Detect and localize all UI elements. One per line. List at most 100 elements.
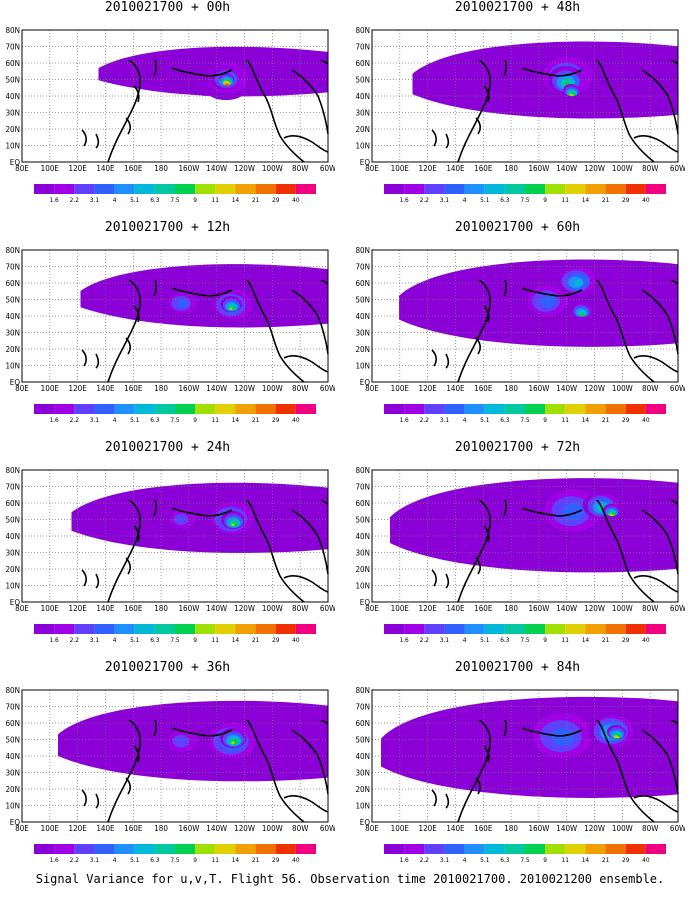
colorbar-swatch	[34, 404, 55, 414]
coastline	[171, 727, 233, 737]
coastline	[291, 69, 329, 135]
colorbar-swatch	[275, 404, 296, 414]
colorbar-swatch	[154, 624, 175, 634]
coastlines	[81, 500, 329, 603]
coastline	[457, 720, 491, 823]
map-frame	[21, 469, 329, 603]
lon-label: 100W	[262, 824, 283, 833]
colorbar-label: 5.1	[480, 416, 490, 424]
colorbar-swatch	[605, 184, 626, 194]
variance-field	[381, 696, 678, 798]
colorbar-label: 14	[232, 636, 240, 644]
map-frame	[21, 249, 329, 383]
colorbar-swatch	[74, 184, 95, 194]
lon-label: 80E	[365, 164, 379, 173]
colorbar-label: 40	[642, 196, 650, 204]
colorbar-label: 2.2	[70, 636, 80, 644]
lon-label: 140E	[446, 824, 465, 833]
colorbar-label: 2.2	[70, 416, 80, 424]
coastline	[521, 67, 583, 77]
lat-label: 40N	[355, 312, 370, 321]
colorbar-swatch	[464, 624, 485, 634]
lon-label: 100E	[391, 824, 410, 833]
map-svg: EQ 10N 20N 30N 40N 50N 60N 70N 80N 80E 100E 120E 140…	[355, 686, 685, 864]
panel-title: 2010021700 + 36h	[104, 660, 231, 675]
colorbar-label: 29	[272, 416, 280, 424]
coastline	[283, 795, 329, 813]
colorbar-swatch	[74, 624, 95, 634]
lon-label: 80W	[292, 164, 308, 173]
lon-label: 100E	[41, 384, 60, 393]
lat-label: EQ	[360, 158, 371, 167]
lat-label: EQ	[360, 378, 371, 387]
lat-label: 50N	[355, 736, 370, 745]
colorbar-label: 40	[292, 636, 300, 644]
lat-label: 30N	[355, 109, 370, 118]
variance-contour	[616, 736, 620, 739]
lat-label: 70N	[355, 43, 370, 52]
colorbar-swatch	[525, 844, 546, 854]
coastline	[107, 280, 141, 383]
colorbar-label: 11	[562, 416, 570, 424]
lon-label: 180	[504, 164, 518, 173]
colorbar-swatch	[404, 184, 425, 194]
colorbar-swatch	[545, 624, 566, 634]
colorbar-swatch	[195, 624, 216, 634]
coastline	[475, 525, 490, 575]
coastline	[641, 69, 679, 135]
lat-label: EQ	[360, 598, 371, 607]
colorbar-label: 1.6	[399, 196, 409, 204]
map-panel: 2010021700 + 12h EQ 10N 20N 30N 40N 50N 60N 70N 8…	[0, 220, 335, 435]
colorbar-swatch	[565, 844, 586, 854]
colorbar-swatch	[175, 624, 196, 634]
colorbar-swatch	[215, 844, 236, 854]
lon-label: 120E	[418, 164, 437, 173]
colorbar-label: 3.1	[90, 856, 100, 864]
colorbar-label: 7.5	[520, 636, 530, 644]
lon-label: 140E	[446, 604, 465, 613]
colorbar-swatch	[54, 844, 75, 854]
colorbar-label: 29	[272, 856, 280, 864]
panel-title: 2010021700 + 00h	[104, 0, 231, 15]
colorbar-swatch	[504, 404, 525, 414]
lon-label: 140E	[446, 164, 465, 173]
colorbar-label: 6.3	[500, 196, 510, 204]
coastline	[291, 729, 329, 795]
colorbar-swatch	[235, 404, 256, 414]
lon-label: 160W	[528, 164, 549, 173]
coastlines	[431, 500, 679, 603]
lon-label: 120W	[584, 384, 605, 393]
colorbar-swatch	[424, 184, 445, 194]
lon-label: 100E	[391, 384, 410, 393]
lon-label: 100W	[262, 384, 283, 393]
variance-field	[412, 41, 678, 119]
colorbar-label: 1.6	[49, 636, 59, 644]
lat-label: 30N	[5, 769, 20, 778]
colorbar-swatch	[94, 844, 115, 854]
colorbar-label: 6.3	[150, 636, 160, 644]
colorbar-swatch	[464, 844, 485, 854]
colorbar-swatch	[444, 184, 465, 194]
colorbar-label: 11	[212, 636, 220, 644]
coastline	[669, 500, 679, 505]
colorbar-label: 14	[232, 856, 240, 864]
coastline	[153, 280, 157, 297]
lon-label: 100W	[612, 604, 633, 613]
colorbar-label: 11	[562, 636, 570, 644]
colorbar-label: 29	[272, 196, 280, 204]
colorbar-swatch	[585, 404, 606, 414]
colorbar-label: 29	[622, 636, 630, 644]
colorbar-label: 5.1	[480, 636, 490, 644]
lon-label: 140W	[556, 604, 577, 613]
lat-label: 50N	[5, 736, 20, 745]
lon-label: 80W	[642, 824, 658, 833]
panel-title: 2010021700 + 48h	[454, 0, 581, 15]
coastline	[81, 789, 100, 809]
coastline	[431, 129, 450, 149]
colorbar-label: 6.3	[500, 416, 510, 424]
variance-field	[399, 259, 678, 347]
lon-label: 80W	[292, 384, 308, 393]
colorbar-swatch	[34, 844, 55, 854]
lat-label: 40N	[5, 92, 20, 101]
lat-label: 50N	[5, 296, 20, 305]
